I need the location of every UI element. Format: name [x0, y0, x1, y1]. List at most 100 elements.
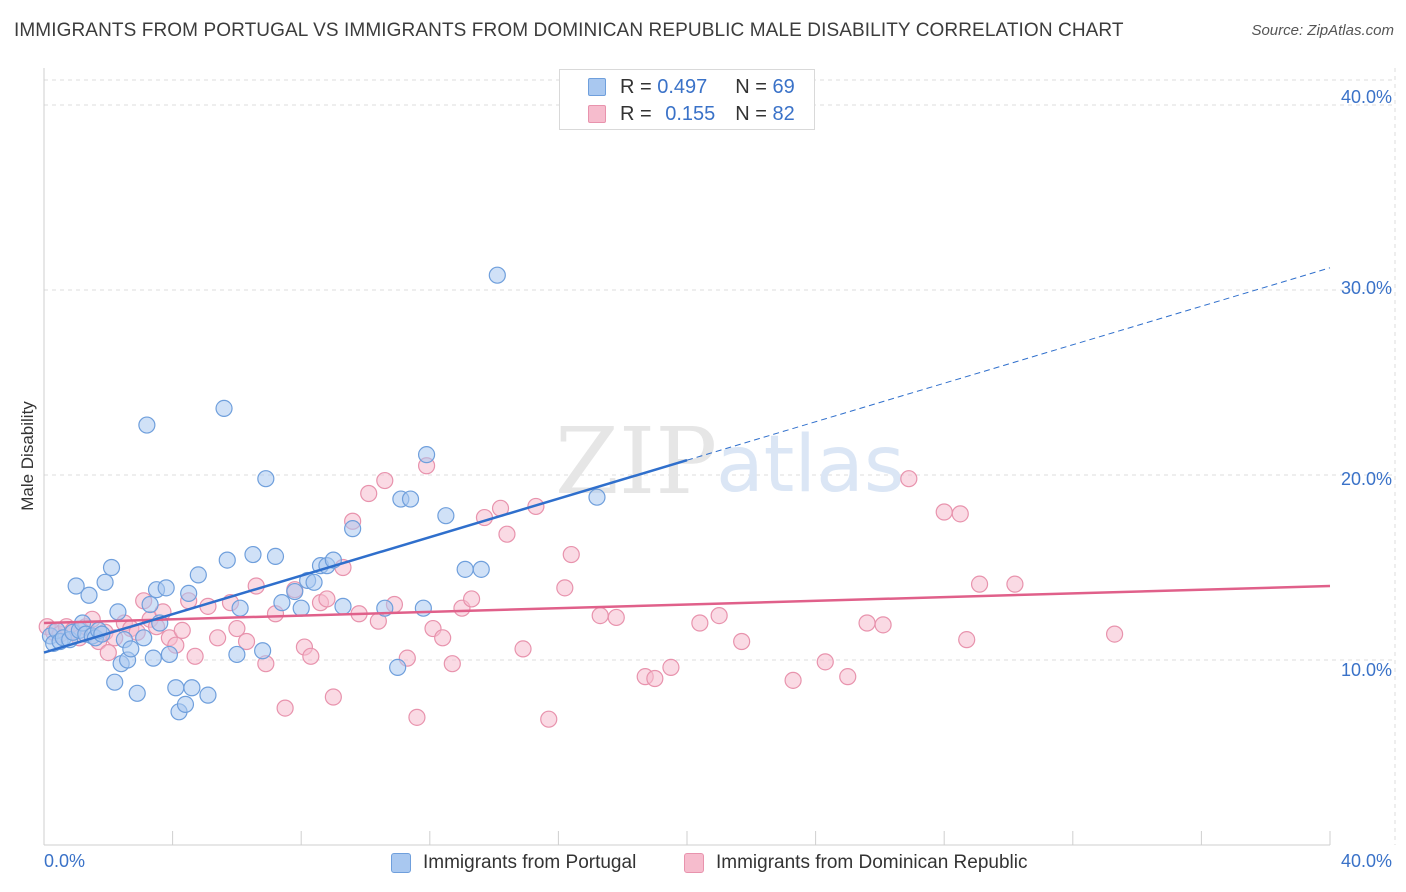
portugal-point-65 [456, 560, 474, 578]
dominican-point-57 [514, 640, 532, 658]
portugal-point-38 [189, 566, 207, 584]
dominican-point-78 [958, 631, 976, 649]
legend-label-dominican: Immigrants from Dominican Republic [716, 852, 1028, 873]
portugal-point-11 [80, 586, 98, 604]
dominican-point-80 [1006, 575, 1024, 593]
portugal-point-17 [102, 558, 121, 577]
legend-item-dominican: Immigrants from Dominican Republic [684, 852, 1028, 874]
portugal-point-24 [128, 684, 146, 702]
y-tick-label-40: 40.0% [1340, 87, 1392, 107]
n-value: 69 [772, 75, 795, 98]
r-label: R = [620, 102, 652, 125]
y-tick-label-10: 10.0% [1340, 660, 1392, 680]
x-tick-label-max: 40.0% [1340, 851, 1392, 871]
dominican-point-51 [443, 655, 461, 673]
dominican-point-77 [951, 505, 969, 523]
stats-legend: R = 0.497 N = 69 R = 0.155 N = 82 [559, 69, 815, 130]
dominican-point-59 [540, 710, 558, 728]
portugal-point-41 [218, 551, 236, 569]
portugal-point-48 [273, 594, 291, 612]
portugal-point-43 [231, 599, 249, 617]
stats-row-dominican: R = 0.155 N = 82 [588, 101, 795, 127]
portugal-point-32 [160, 645, 178, 664]
dominican-point-44 [376, 471, 394, 490]
portugal-point-27 [141, 595, 159, 614]
dominican-point-10 [99, 643, 117, 662]
dominican-point-74 [874, 616, 892, 634]
portugal-point-63 [417, 446, 436, 464]
portugal-point-61 [401, 490, 420, 508]
portugal-point-33 [167, 679, 185, 697]
dominican-point-32 [276, 699, 294, 717]
dominican-point-62 [591, 606, 609, 625]
dominican-point-38 [324, 688, 342, 706]
dominican-point-73 [858, 614, 876, 632]
watermark-zip: ZIP [555, 408, 717, 515]
dominican-point-37 [318, 590, 336, 608]
dominican-point-61 [562, 545, 580, 564]
portugal-point-62 [414, 599, 432, 617]
portugal-point-39 [199, 686, 217, 704]
portugal-point-57 [344, 520, 362, 538]
dominican-point-67 [691, 614, 709, 632]
portugal-point-36 [180, 584, 198, 603]
portugal-point-35 [176, 695, 195, 714]
portugal-point-37 [183, 679, 201, 697]
r-value: 0.155 [665, 102, 716, 125]
portugal-point-64 [437, 507, 455, 525]
dominican-point-68 [710, 606, 728, 625]
dominican-point-28 [237, 632, 256, 651]
n-value: 82 [772, 102, 795, 125]
y-tick-label-20: 20.0% [1340, 469, 1392, 489]
portugal-point-28 [144, 649, 162, 667]
dominican-point-66 [662, 658, 680, 677]
watermark-atlas: atlas [716, 420, 905, 510]
portugal-point-67 [488, 266, 506, 284]
portugal-point-16 [96, 573, 114, 591]
portugal-point-66 [472, 560, 490, 578]
dominican-point-81 [1105, 625, 1124, 643]
portugal-point-49 [286, 582, 304, 601]
dominican-point-23 [186, 647, 204, 665]
n-label: N = [735, 102, 767, 125]
dominican-point-79 [970, 575, 989, 593]
legend-label-portugal: Immigrants from Portugal [423, 852, 637, 873]
dominican-point-35 [302, 647, 320, 665]
portugal-point-50 [292, 599, 310, 617]
portugal-point-26 [138, 416, 156, 434]
dominican-point-70 [784, 671, 802, 689]
portugal-point-68 [588, 488, 606, 506]
dominican-point-65 [646, 669, 664, 688]
portugal-swatch [588, 78, 606, 96]
dominican-point-27 [228, 619, 246, 638]
portugal-point-19 [109, 603, 127, 621]
trend-line-portugal [43, 459, 688, 654]
dominican-point-69 [733, 632, 751, 651]
portugal-point-44 [244, 545, 262, 564]
dominican-point-75 [900, 470, 918, 488]
dominican-swatch [588, 105, 606, 123]
dominican-point-56 [498, 525, 516, 543]
r-label: R = [620, 75, 652, 98]
portugal-point-59 [389, 658, 407, 677]
n-label: N = [735, 75, 767, 98]
source-credit: Source: ZipAtlas.com [1251, 22, 1394, 39]
dominican-point-72 [839, 668, 857, 686]
dominican-point-42 [360, 484, 378, 503]
legend-item-portugal: Immigrants from Portugal [391, 852, 636, 874]
portugal-point-31 [157, 579, 175, 597]
chart-title: IMMIGRANTS FROM PORTUGAL VS IMMIGRANTS F… [14, 20, 1124, 41]
trend-line-portugal-extension [686, 267, 1331, 461]
portugal-point-40 [215, 399, 233, 417]
watermark: ZIP atlas [555, 408, 905, 515]
y-axis-label: Male Disability [18, 401, 37, 511]
portugal-point-25 [135, 629, 153, 647]
trend-line-dominican [43, 584, 1331, 625]
x-tick-label-min: 0.0% [44, 851, 86, 871]
dominican-point-71 [816, 653, 834, 671]
dominican-point-47 [408, 708, 426, 726]
portugal-point-7 [67, 577, 85, 595]
portugal-point-23 [122, 640, 140, 658]
trend-lines [43, 267, 1331, 654]
